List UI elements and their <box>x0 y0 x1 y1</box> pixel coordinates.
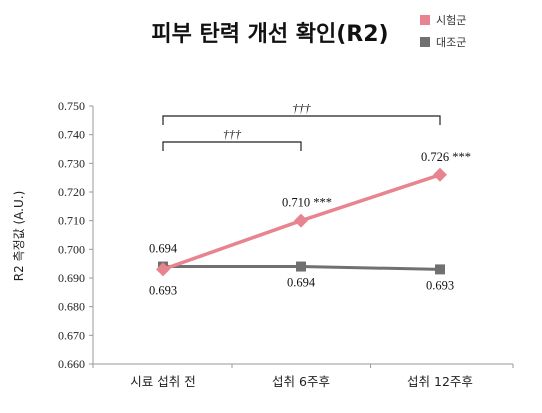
series-layer <box>156 167 447 277</box>
data-label-control-group: 0.693 <box>426 278 454 292</box>
legend-label-control-group: 대조군 <box>436 36 466 49</box>
data-labels: 0.710 *** 0.726 *** 0.694 0.694 0.693 0.693 <box>149 150 471 298</box>
significance-brackets: ††† ††† <box>162 101 441 151</box>
x-tick-label: 시료 섭취 전 <box>130 374 195 389</box>
y-tick-label: 0.730 <box>58 156 85 170</box>
y-axis-label: R2 측정값 (A.U.) <box>12 191 26 282</box>
data-label-test-group: 0.710 *** <box>282 196 332 210</box>
y-tick-label: 0.720 <box>58 185 85 199</box>
chart-title: 피부 탄력 개선 확인(R2) <box>151 22 388 47</box>
x-tick-label: 섭취 12주후 <box>407 374 473 389</box>
y-tick-label: 0.710 <box>58 214 85 228</box>
significance-bracket-label: ††† <box>293 101 312 115</box>
legend: 시험군 대조군 <box>420 14 466 49</box>
data-label-test-group-baseline: 0.693 <box>149 283 177 297</box>
data-point-test-group <box>433 167 447 182</box>
y-tick-label: 0.670 <box>58 328 85 342</box>
legend-item-test-group: 시험군 <box>420 14 466 27</box>
y-tick-label: 0.700 <box>58 242 85 256</box>
y-tick-label: 0.740 <box>58 128 85 142</box>
legend-label-test-group: 시험군 <box>436 14 466 27</box>
y-ticks: 0.660 0.670 0.680 0.690 0.700 0.710 0.720 0.730… <box>58 99 93 371</box>
y-tick-label: 0.660 <box>58 357 85 371</box>
significance-bracket-label: ††† <box>223 127 242 141</box>
x-tick-label: 섭취 6주후 <box>272 374 330 389</box>
y-tick-label: 0.680 <box>58 300 85 314</box>
y-tick-label: 0.750 <box>58 99 85 113</box>
data-point-test-group <box>294 213 308 228</box>
data-label-control-group: 0.694 <box>149 242 178 256</box>
legend-swatch-control-group <box>420 37 430 47</box>
data-point-control-group <box>435 264 445 275</box>
data-label-test-group: 0.726 *** <box>421 150 471 164</box>
significance-bracket <box>162 141 302 151</box>
y-tick-label: 0.690 <box>58 271 85 285</box>
data-point-test-group <box>156 262 170 277</box>
data-point-control-group <box>296 261 306 272</box>
significance-bracket <box>162 115 441 125</box>
legend-swatch-test-group <box>420 15 430 25</box>
legend-item-control-group: 대조군 <box>420 36 466 49</box>
data-label-control-group: 0.694 <box>287 276 316 290</box>
x-ticks: 시료 섭취 전 섭취 6주후 섭취 12주후 <box>92 364 514 389</box>
